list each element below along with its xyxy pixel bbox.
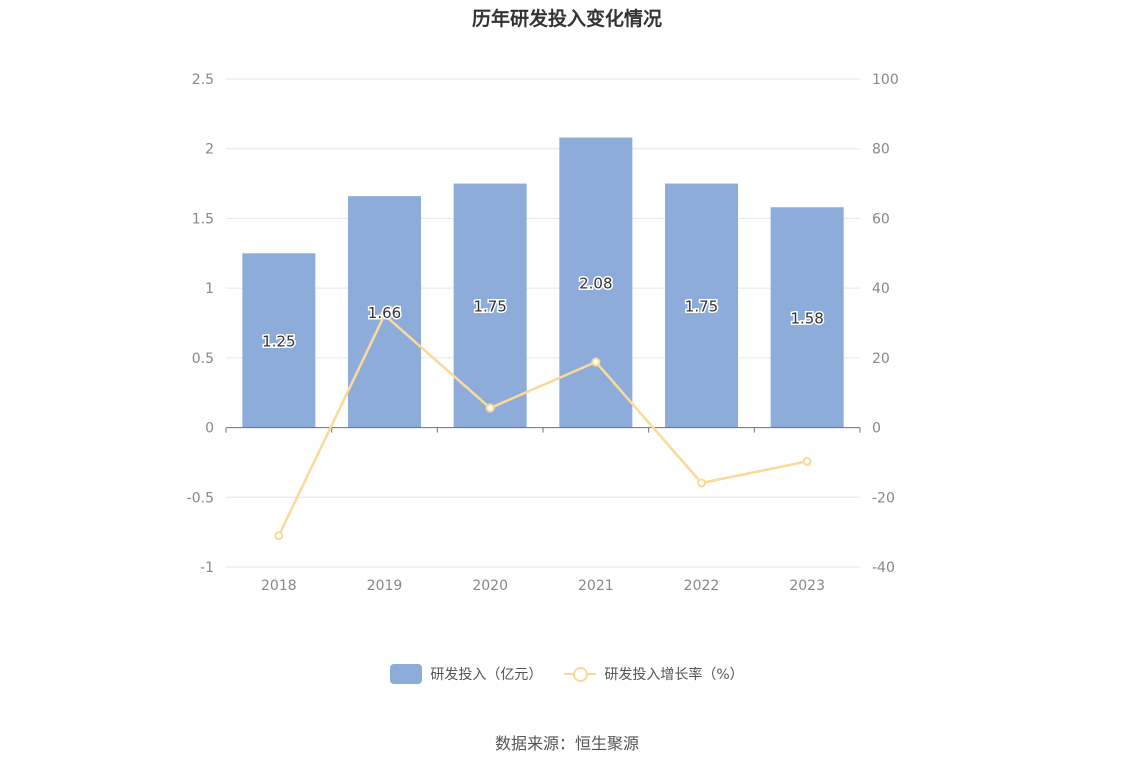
y-right-tick-label: 60 [872, 211, 890, 227]
bar [665, 183, 738, 428]
bar [770, 207, 844, 428]
y-left-tick-label: 1.5 [192, 211, 214, 227]
bar-data-label: 1.75 [473, 298, 506, 316]
y-left-tick-label: 2 [205, 142, 214, 158]
x-tick-label: 2022 [684, 578, 720, 594]
bar-data-label: 1.58 [790, 309, 823, 327]
growth-point [274, 531, 284, 541]
y-left-tick-label: 1 [205, 281, 214, 297]
y-right-tick-label: -20 [872, 490, 895, 506]
bar-data-label: 1.25 [262, 332, 295, 350]
y-left-tick-label: 0 [205, 421, 214, 437]
legend-item-growth[interactable]: 研发投入增长率（%） [564, 664, 744, 684]
legend-label-investment: 研发投入（亿元） [430, 667, 543, 683]
legend-label-growth: 研发投入增长率（%） [604, 667, 744, 683]
bar [242, 253, 316, 428]
x-tick-label: 2021 [578, 578, 614, 594]
y-left-tick-label: -0.5 [187, 490, 214, 506]
x-tick-label: 2020 [472, 578, 508, 594]
growth-point [697, 478, 706, 488]
growth-point [380, 310, 389, 320]
y-left-tick-label: 0.5 [192, 351, 214, 367]
bar-data-label: 1.75 [685, 298, 718, 316]
y-left-tick-label: 2.5 [192, 72, 214, 88]
growth-point [591, 357, 601, 367]
y-right-tick-label: -40 [872, 560, 895, 576]
bar-series [242, 137, 844, 428]
y-right-tick-label: 0 [872, 421, 881, 437]
bar-data-label: 2.08 [579, 275, 612, 293]
x-tick-label: 2019 [367, 578, 403, 594]
growth-point [485, 403, 495, 413]
y-right-tick-label: 100 [872, 72, 899, 88]
chart-title: 历年研发投入变化情况 [471, 8, 662, 30]
y-left-tick-label: -1 [200, 560, 214, 576]
y-right-tick-label: 80 [872, 142, 890, 158]
x-tick-label: 2023 [789, 578, 825, 594]
growth-point [802, 456, 812, 466]
grid-lines [226, 78, 860, 568]
axes: 2.5 100 2 80 1.5 60 1 40 0.5 20 0 0 -0.5 -20 -1 -40 2018… [187, 72, 899, 594]
legend: 研发投入（亿元） 研发投入增长率（%） [0, 664, 1134, 684]
growth-line [277, 313, 808, 537]
data-source: 数据来源：恒生聚源 [494, 734, 639, 753]
legend-bar-swatch [390, 664, 423, 684]
legend-item-investment[interactable]: 研发投入（亿元） [390, 664, 542, 684]
y-right-tick-label: 40 [872, 281, 890, 297]
bar [559, 137, 633, 428]
y-right-tick-label: 20 [872, 351, 890, 367]
legend-line-swatch [564, 664, 597, 684]
bar-data-label: 1.66 [368, 304, 401, 322]
growth-line-series [274, 310, 812, 541]
x-tick-label: 2018 [261, 578, 297, 594]
data-labels: 1.25 1.66 1.75 2.08 1.75 1.58 [261, 273, 826, 352]
